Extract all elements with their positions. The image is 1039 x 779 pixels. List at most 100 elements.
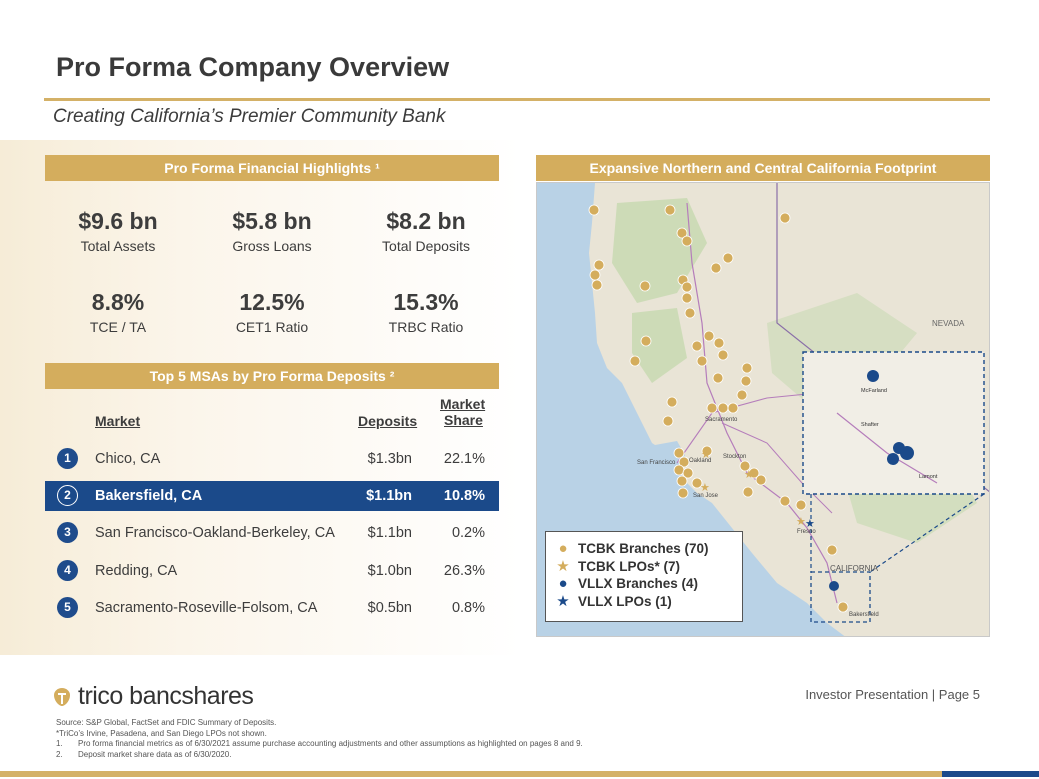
kpi-value: $8.2 bn [386, 208, 466, 234]
table-row: 1 Chico, CA $1.3bn 22.1% [45, 444, 499, 474]
trico-logo-icon [54, 687, 70, 706]
footnotes: Source: S&P Global, FactSet and FDIC Sum… [56, 718, 583, 760]
left-panel-background [0, 140, 520, 655]
legend-label: TCBK Branches (70) [578, 541, 709, 557]
label-nevada: NEVADA [932, 319, 965, 328]
tcbk-lpos: ★ ★ ★ ★ [700, 448, 806, 528]
branch-marker [837, 601, 849, 613]
kpi-label: TRBC Ratio [388, 319, 464, 335]
legend-symbol: ★ [556, 593, 570, 611]
branch-marker [691, 340, 703, 352]
rank-badge: 4 [57, 560, 78, 581]
col-share-header-line2: Share [444, 412, 483, 428]
tcbk-branches [588, 204, 849, 613]
branch-marker [742, 486, 754, 498]
branch-marker [691, 477, 703, 489]
msa-header: Top 5 MSAs by Pro Forma Deposits ² [45, 363, 499, 389]
inset-connector [869, 493, 985, 573]
footnote-star: *TriCo’s Irvine, Pasadena, and San Diego… [56, 728, 267, 738]
branch-marker [681, 235, 693, 247]
logo-text: trico bancshares [78, 682, 254, 710]
kpi-label: CET1 Ratio [235, 319, 309, 335]
label-mcfarland: McFarland [861, 388, 887, 394]
kpi-label: TCE / TA [89, 319, 147, 335]
kpi-total-deposits: $8.2 bn Total Deposits [351, 208, 501, 254]
branch-marker [681, 281, 693, 293]
branch-marker [755, 474, 767, 486]
market-deposits: $1.3bn [367, 451, 412, 467]
lpo-marker: ★ [744, 468, 754, 481]
page-info: Investor Presentation | Page 5 [805, 687, 980, 702]
kpi-label: Gross Loans [232, 238, 312, 254]
kpi-trbc-ratio: 15.3% TRBC Ratio [351, 289, 501, 335]
vllx-branch-marker [829, 581, 839, 591]
legend-label: TCBK LPOs* (7) [578, 558, 681, 574]
branch-marker [710, 262, 722, 274]
branch-marker [741, 362, 753, 374]
legend-symbol: ● [558, 575, 568, 593]
kpi-value: 8.8% [91, 289, 145, 315]
market-name: Redding, CA [95, 563, 178, 579]
footnote: 1. Pro forma financial metrics as of 6/3… [56, 739, 583, 750]
kpi-label: Total Assets [80, 238, 156, 254]
label-stockton: Stockton [723, 454, 746, 460]
branch-marker [664, 204, 676, 216]
branch-marker [722, 252, 734, 264]
vllx-branch-marker [900, 446, 914, 460]
market-deposits: $1.0bn [367, 563, 412, 579]
legend-symbol: ★ [556, 558, 570, 576]
highlights-header: Pro Forma Financial Highlights ¹ [45, 155, 499, 181]
table-row: 5 Sacramento-Roseville-Folsom, CA $0.5bn… [45, 593, 499, 623]
branch-marker [826, 544, 838, 556]
table-row: 3 San Francisco-Oakland-Berkeley, CA $1.… [45, 518, 499, 548]
branch-marker [666, 396, 678, 408]
branch-marker [696, 355, 708, 367]
kpi-value: 12.5% [239, 289, 305, 315]
legend-item: ★ TCBK LPOs* (7) [554, 558, 734, 576]
market-name: Chico, CA [95, 451, 161, 467]
branch-marker [673, 464, 685, 476]
kpi-value: $5.8 bn [232, 208, 312, 234]
kpi-total-assets: $9.6 bn Total Assets [43, 208, 193, 254]
lpo-marker: ★ [701, 448, 711, 461]
market-share: 26.3% [443, 563, 485, 579]
map-header: Expansive Northern and Central Californi… [536, 155, 990, 181]
label-shafter: Shafter [861, 422, 879, 428]
vllx-lpo-marker: ★ [805, 517, 815, 530]
legend-item: ● VLLX Branches (4) [554, 575, 734, 593]
branch-marker [682, 467, 694, 479]
footnote-number: 2. [56, 749, 63, 759]
lpo-marker: ★ [700, 481, 710, 494]
branch-marker [736, 389, 748, 401]
branch-marker [779, 212, 791, 224]
footnote: 2. Deposit market share data as of 6/30/… [56, 750, 583, 761]
branch-marker [713, 337, 725, 349]
col-share-header-line1: Market [440, 396, 486, 412]
col-deposits-header: Deposits [358, 413, 418, 429]
legend-label: VLLX Branches (4) [578, 576, 699, 592]
label-sacramento: Sacramento [705, 417, 738, 423]
label-san-jose: San Jose [693, 493, 719, 499]
branch-marker [712, 372, 724, 384]
kpi-tce-ta: 8.8% TCE / TA [43, 289, 193, 335]
branch-marker [727, 402, 739, 414]
market-deposits: $1.1bn [366, 488, 412, 504]
highway [721, 422, 833, 514]
branch-marker [676, 475, 688, 487]
branch-marker [677, 487, 689, 499]
vllx-branch-marker [867, 370, 879, 382]
col-market-header: Market [95, 413, 141, 429]
label-san-francisco: San Francisco [637, 460, 676, 466]
kpi-value: 15.3% [393, 289, 459, 315]
rank-badge: 5 [57, 597, 78, 618]
label-lamont: Lamont [919, 474, 938, 480]
branch-marker [717, 349, 729, 361]
map-legend: ● TCBK Branches (70) ★ TCBK LPOs* (7) ● … [545, 531, 743, 622]
branch-marker [703, 330, 715, 342]
market-name: Bakersfield, CA [95, 488, 203, 504]
market-name: San Francisco-Oakland-Berkeley, CA [95, 525, 335, 541]
branch-marker [591, 279, 603, 291]
legend-symbol: ● [558, 540, 568, 558]
branch-marker [673, 447, 685, 459]
label-oakland: Oakland [689, 458, 711, 464]
